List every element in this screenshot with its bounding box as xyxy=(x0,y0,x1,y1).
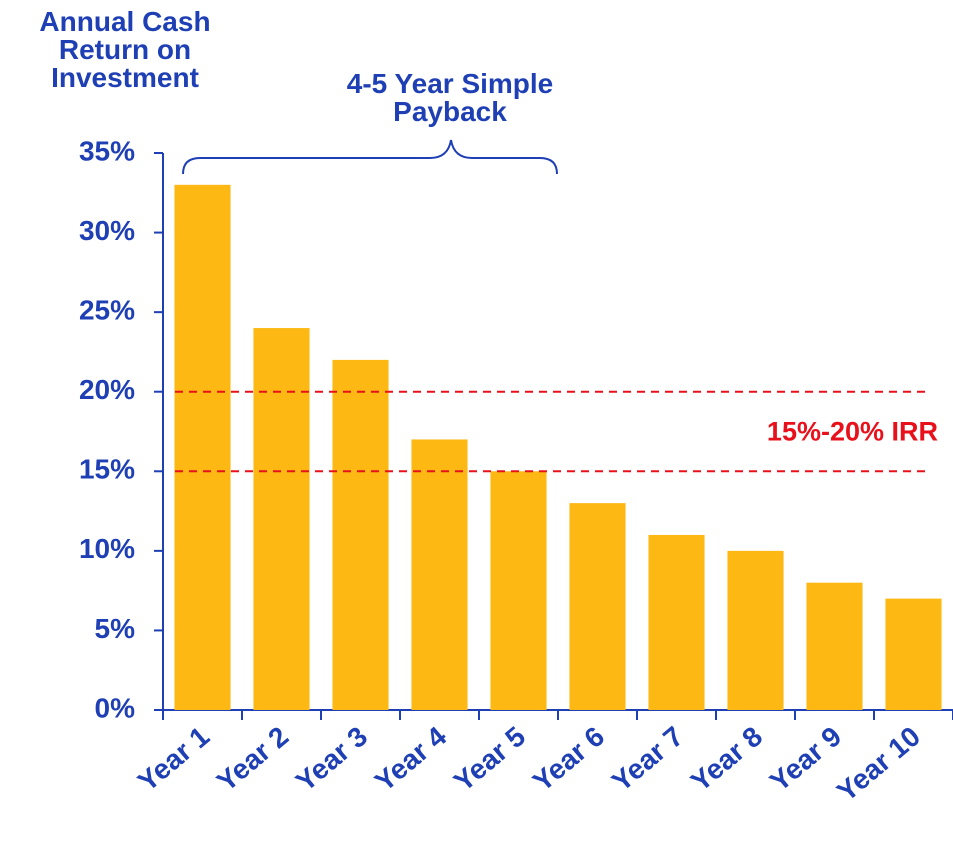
brace xyxy=(182,139,558,175)
y-tick-label: 20% xyxy=(79,374,135,405)
x-tick-label: Year 5 xyxy=(448,721,531,798)
y-tick-label: 35% xyxy=(79,135,135,166)
x-tick-label: Year 2 xyxy=(211,721,294,798)
x-tick-label: Year 3 xyxy=(290,721,373,798)
y-tick-label: 30% xyxy=(79,215,135,246)
x-tick-label: Year 7 xyxy=(606,721,689,798)
y-tick-label: 0% xyxy=(95,692,136,723)
bar xyxy=(885,598,942,710)
x-tick-label: Year 4 xyxy=(369,720,452,797)
bar xyxy=(332,359,389,710)
bar xyxy=(411,439,468,710)
bar xyxy=(490,471,547,710)
bar xyxy=(174,184,231,711)
x-tick-label: Year 10 xyxy=(831,721,926,808)
y-axis-title: Annual Cash Return on Investment xyxy=(39,6,211,93)
reference-label: 15%-20% IRR xyxy=(767,417,938,447)
bar xyxy=(253,328,310,710)
y-tick-label: 5% xyxy=(95,613,136,644)
y-tick-label: 10% xyxy=(79,533,135,564)
y-tick-label: 15% xyxy=(79,454,135,485)
bar xyxy=(648,534,705,710)
x-tick-label: Year 6 xyxy=(527,721,610,798)
brace-annotation: 4-5 Year Simple Payback xyxy=(346,68,554,127)
x-tick-label: Year 1 xyxy=(132,721,215,798)
bar xyxy=(727,550,784,710)
bar xyxy=(569,503,626,710)
x-tick-label: Year 8 xyxy=(685,721,768,798)
y-tick-label: 25% xyxy=(79,295,135,326)
bar xyxy=(806,582,863,710)
